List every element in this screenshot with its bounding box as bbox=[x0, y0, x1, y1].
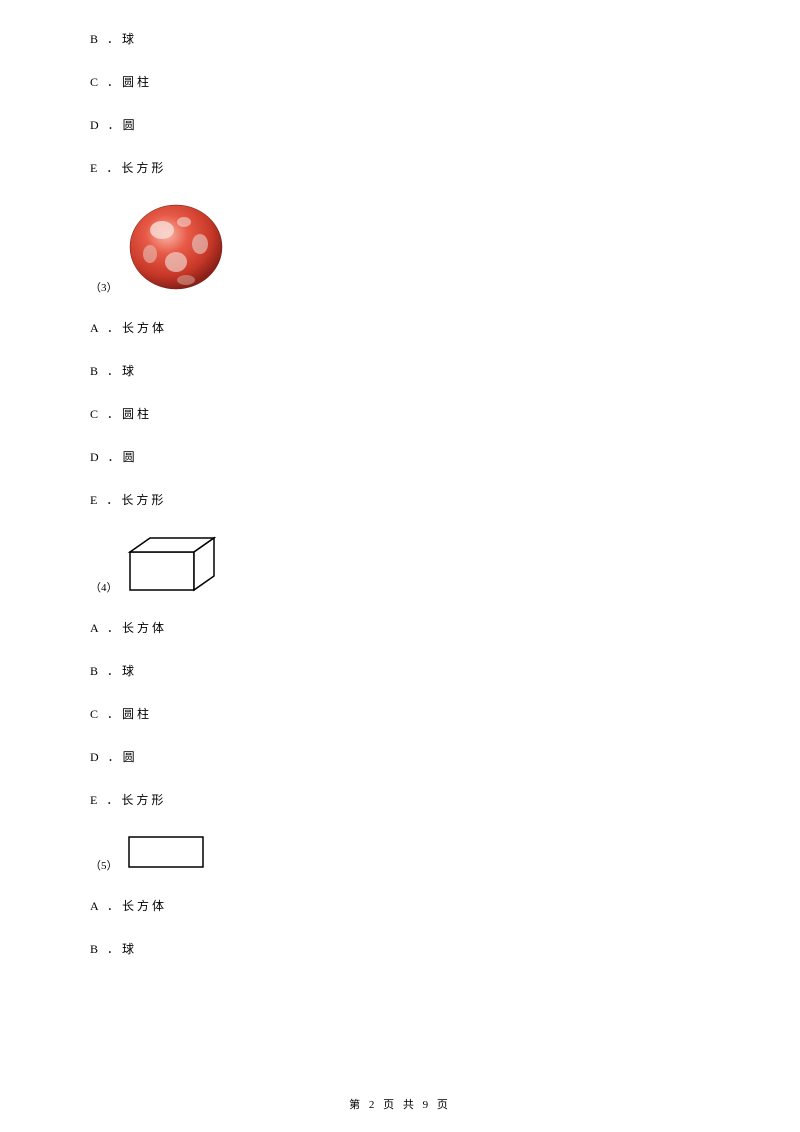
page-footer: 第 2 页 共 9 页 bbox=[0, 1096, 800, 1112]
option-b: B ．球 bbox=[90, 362, 710, 379]
option-a: A ．长方体 bbox=[90, 619, 710, 636]
option-d: D ．圆 bbox=[90, 748, 710, 765]
option-e: E ．长方形 bbox=[90, 491, 710, 508]
option-c: C ．圆柱 bbox=[90, 705, 710, 722]
option-e: E ．长方形 bbox=[90, 791, 710, 808]
option-d: D ．圆 bbox=[90, 116, 710, 133]
question-3-num: （3） bbox=[90, 279, 118, 297]
option-a: A ．长方体 bbox=[90, 897, 710, 914]
option-c: C ．圆柱 bbox=[90, 405, 710, 422]
option-b: B ．球 bbox=[90, 940, 710, 957]
question-3: （3） bbox=[90, 202, 710, 297]
cuboid-icon bbox=[126, 534, 218, 597]
option-b: B ．球 bbox=[90, 30, 710, 47]
option-b: B ．球 bbox=[90, 662, 710, 679]
question-5-num: （5） bbox=[90, 857, 118, 875]
option-c: C ．圆柱 bbox=[90, 73, 710, 90]
question-5: （5） bbox=[90, 834, 710, 875]
options-top: B ．球 C ．圆柱 D ．圆 E ．长方形 bbox=[90, 30, 710, 176]
options-q3: A ．长方体 B ．球 C ．圆柱 D ．圆 E ．长方形 bbox=[90, 319, 710, 508]
rectangle-icon bbox=[126, 834, 206, 875]
options-q5: A ．长方体 B ．球 bbox=[90, 897, 710, 957]
option-a: A ．长方体 bbox=[90, 319, 710, 336]
option-d: D ．圆 bbox=[90, 448, 710, 465]
sphere-icon bbox=[126, 202, 226, 297]
options-q4: A ．长方体 B ．球 C ．圆柱 D ．圆 E ．长方形 bbox=[90, 619, 710, 808]
question-4: （4） bbox=[90, 534, 710, 597]
question-4-num: （4） bbox=[90, 579, 118, 597]
option-e: E ．长方形 bbox=[90, 159, 710, 176]
